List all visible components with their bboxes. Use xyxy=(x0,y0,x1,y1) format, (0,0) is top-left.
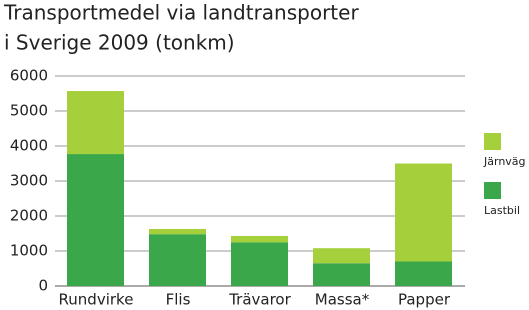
bar-segment xyxy=(313,248,370,264)
bar-segment xyxy=(313,263,370,286)
bar-segment xyxy=(67,154,124,286)
x-tick-label: Trävaror xyxy=(228,291,291,309)
bar-segment xyxy=(67,91,124,155)
chart-title: Transportmedel via landtransporter xyxy=(3,1,359,25)
y-tick-label: 4000 xyxy=(10,137,48,155)
legend-label: Järnväg xyxy=(483,155,526,168)
x-tick-label: Massa* xyxy=(315,291,370,309)
x-tick-label: Rundvirke xyxy=(59,291,134,309)
y-tick-label: 0 xyxy=(38,277,48,295)
legend-swatch xyxy=(484,133,501,150)
bar-segment xyxy=(149,234,206,286)
x-tick-label: Flis xyxy=(166,291,191,309)
y-tick-label: 6000 xyxy=(10,67,48,85)
y-tick-label: 1000 xyxy=(10,242,48,260)
bar-segment xyxy=(395,261,452,286)
legend-swatch xyxy=(484,182,501,199)
bar-segment xyxy=(149,228,206,235)
bar-segment xyxy=(395,163,452,262)
y-tick-label: 5000 xyxy=(10,102,48,120)
chart-title: i Sverige 2009 (tonkm) xyxy=(4,31,235,55)
x-tick-label: Papper xyxy=(398,291,451,309)
bar-segment xyxy=(231,235,288,243)
y-tick-label: 2000 xyxy=(10,207,48,225)
bar-segment xyxy=(231,242,288,286)
legend-label: Lastbil xyxy=(484,204,520,217)
y-tick-label: 3000 xyxy=(10,172,48,190)
